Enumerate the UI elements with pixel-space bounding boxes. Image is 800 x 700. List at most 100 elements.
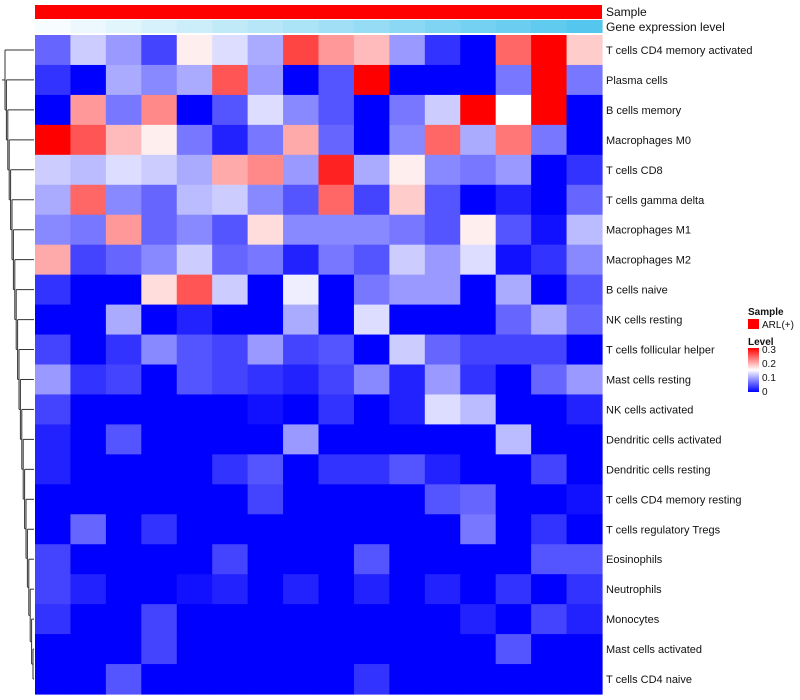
heatmap-cell xyxy=(424,664,461,695)
legend-tick: 0.1 xyxy=(762,373,776,384)
track-label-expression: Gene expression level xyxy=(606,20,725,34)
heatmap-cell xyxy=(318,334,355,366)
heatmap-cell xyxy=(318,244,355,276)
heatmap-cell xyxy=(283,364,320,396)
heatmap-cell xyxy=(389,124,426,156)
heatmap-cell xyxy=(495,124,532,156)
heatmap-cell xyxy=(566,154,603,186)
heatmap-cell xyxy=(531,574,568,605)
heatmap-cell xyxy=(35,634,72,665)
heatmap-cell xyxy=(460,154,497,186)
legend-level-colorbar xyxy=(748,348,759,392)
heatmap-cell xyxy=(283,214,320,246)
heatmap-cell xyxy=(389,35,426,66)
heatmap-cell xyxy=(495,664,532,695)
track-expression-cell xyxy=(531,20,568,33)
row-label: Macrophages M1 xyxy=(606,225,691,237)
heatmap-cell xyxy=(283,514,320,545)
heatmap-cell xyxy=(424,244,461,276)
heatmap-cell xyxy=(353,424,390,455)
heatmap-cell xyxy=(283,154,320,186)
row-label: Dendritic cells activated xyxy=(606,434,722,446)
heatmap-cell xyxy=(318,604,355,635)
heatmap-cell xyxy=(176,64,213,96)
heatmap-cell xyxy=(176,514,213,545)
row-label: Dendritic cells resting xyxy=(606,464,711,476)
legend-tick: 0.2 xyxy=(762,359,776,370)
track-expression-cell xyxy=(424,20,461,33)
heatmap-cell xyxy=(141,244,178,276)
row-label: NK cells activated xyxy=(606,404,693,416)
heatmap-cell xyxy=(531,304,568,336)
heatmap-cell xyxy=(495,454,532,485)
row-label: T cells CD8 xyxy=(606,165,663,177)
heatmap-cell xyxy=(566,64,603,96)
heatmap-cell xyxy=(318,514,355,545)
heatmap-cell xyxy=(531,244,568,276)
heatmap-cell xyxy=(531,214,568,246)
heatmap-cell xyxy=(531,35,568,66)
heatmap-cell xyxy=(495,484,532,515)
heatmap-cell xyxy=(460,544,497,575)
heatmap-cell xyxy=(70,544,107,575)
heatmap-cell xyxy=(141,334,178,366)
heatmap-cell xyxy=(247,214,284,246)
heatmap-cell xyxy=(70,124,107,156)
heatmap-cell xyxy=(460,514,497,545)
heatmap-cell xyxy=(460,184,497,216)
heatmap-cell xyxy=(318,364,355,396)
legend-tick: 0 xyxy=(762,387,768,398)
heatmap-cell xyxy=(283,394,320,425)
heatmap-cell xyxy=(212,244,249,276)
heatmap-cell xyxy=(35,514,72,545)
heatmap-cell xyxy=(70,454,107,485)
heatmap-cell xyxy=(566,574,603,605)
track-expression-cell xyxy=(353,20,390,33)
heatmap-cell xyxy=(353,94,390,126)
heatmap-cell xyxy=(283,304,320,336)
track-expression-cell xyxy=(247,20,284,33)
heatmap-cell xyxy=(212,364,249,396)
heatmap-cell xyxy=(141,664,178,695)
heatmap-cell xyxy=(141,304,178,336)
heatmap-cell xyxy=(531,484,568,515)
heatmap-cell xyxy=(318,154,355,186)
heatmap-cell xyxy=(353,514,390,545)
heatmap-cell xyxy=(247,94,284,126)
heatmap-cell xyxy=(495,154,532,186)
heatmap-cell xyxy=(389,574,426,605)
heatmap-cell xyxy=(247,574,284,605)
heatmap-cell xyxy=(105,634,142,665)
heatmap-cell xyxy=(566,544,603,575)
heatmap-cell xyxy=(424,94,461,126)
track-expression-cell xyxy=(460,20,497,33)
heatmap-cell xyxy=(247,274,284,306)
row-label: T cells CD4 memory activated xyxy=(606,45,753,57)
heatmap-cell xyxy=(212,574,249,605)
heatmap-cell xyxy=(531,364,568,396)
heatmap-cell xyxy=(424,604,461,635)
heatmap-cell xyxy=(70,154,107,186)
heatmap-cell xyxy=(105,154,142,186)
row-label: T cells CD4 memory resting xyxy=(606,494,742,506)
heatmap-cell xyxy=(424,274,461,306)
heatmap-cell xyxy=(35,35,72,66)
heatmap-cell xyxy=(35,274,72,306)
heatmap-cell xyxy=(318,35,355,66)
heatmap-cell xyxy=(105,394,142,425)
heatmap-cell xyxy=(176,364,213,396)
heatmap-cell xyxy=(353,664,390,695)
heatmap-cell xyxy=(176,634,213,665)
heatmap-cell xyxy=(389,64,426,96)
heatmap-cell xyxy=(566,94,603,126)
row-label: T cells gamma delta xyxy=(606,195,705,207)
heatmap-cell xyxy=(460,454,497,485)
track-expression-cell xyxy=(70,20,107,33)
heatmap-cell xyxy=(70,244,107,276)
heatmap-cell xyxy=(141,454,178,485)
heatmap-cell xyxy=(460,334,497,366)
heatmap-cell xyxy=(35,544,72,575)
heatmap-cell xyxy=(176,574,213,605)
heatmap-cell xyxy=(176,274,213,306)
heatmap-cell xyxy=(318,664,355,695)
